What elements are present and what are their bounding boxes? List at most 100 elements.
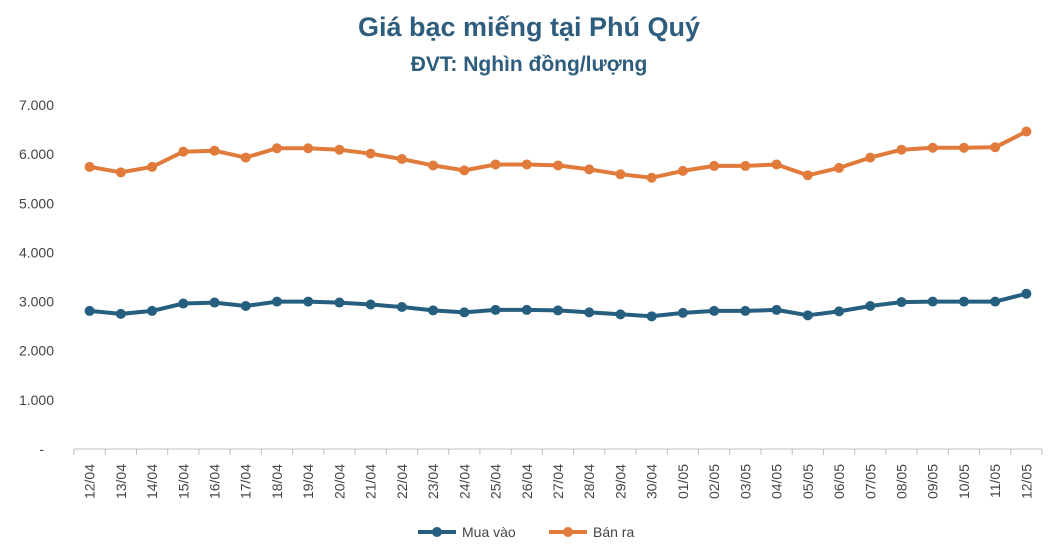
data-point <box>84 161 95 172</box>
x-tick-label: 06/05 <box>831 464 847 499</box>
y-tick-label: 1.000 <box>19 392 54 408</box>
x-tick-label: 12/05 <box>1018 464 1034 499</box>
data-point <box>584 307 595 318</box>
x-tick-label: 23/04 <box>425 464 441 499</box>
y-tick-label: 4.000 <box>19 244 54 260</box>
x-tick-label: 08/05 <box>893 464 909 499</box>
data-point <box>84 305 95 316</box>
data-point <box>365 299 376 310</box>
x-tick-label: 30/04 <box>644 464 660 499</box>
data-point <box>147 161 158 172</box>
y-tick-label: 5.000 <box>19 195 54 211</box>
x-tick-label: 19/04 <box>300 464 316 499</box>
x-tick-label: 25/04 <box>488 464 504 499</box>
data-point <box>428 160 439 171</box>
data-point <box>771 159 782 170</box>
data-point <box>396 154 407 165</box>
x-tick-label: 10/05 <box>956 464 972 499</box>
x-tick-label: 01/05 <box>675 464 691 499</box>
data-point <box>365 148 376 159</box>
data-point <box>615 309 626 320</box>
data-point <box>490 304 501 315</box>
data-point <box>209 297 220 308</box>
x-tick-label: 15/04 <box>175 464 191 499</box>
data-point <box>428 305 439 316</box>
y-tick-label: 6.000 <box>19 146 54 162</box>
data-point <box>896 297 907 308</box>
data-point <box>740 160 751 171</box>
legend-label: Bán ra <box>593 524 634 540</box>
legend: Mua vào Bán ra <box>418 524 634 540</box>
x-tick-label: 12/04 <box>82 464 98 499</box>
x-tick-label: 26/04 <box>519 464 535 499</box>
data-point <box>771 304 782 315</box>
data-point <box>865 300 876 311</box>
x-tick-label: 20/04 <box>331 464 347 499</box>
data-point <box>240 300 251 311</box>
data-point <box>802 310 813 321</box>
data-point <box>615 169 626 180</box>
x-tick-label: 27/04 <box>550 464 566 499</box>
data-point <box>115 308 126 319</box>
data-point <box>178 298 189 309</box>
data-point <box>834 306 845 317</box>
x-tick-label: 04/05 <box>769 464 785 499</box>
data-point <box>709 160 720 171</box>
data-point <box>396 301 407 312</box>
x-tick-label: 24/04 <box>456 464 472 499</box>
data-point <box>896 144 907 155</box>
data-point <box>927 296 938 307</box>
data-point <box>927 142 938 153</box>
series-line-2 <box>87 129 1029 180</box>
x-tick-label: 29/04 <box>612 464 628 499</box>
data-point <box>271 296 282 307</box>
data-point <box>115 167 126 178</box>
x-tick-label: 13/04 <box>113 464 129 499</box>
chart-subtitle: ĐVT: Nghìn đồng/lượng <box>410 53 648 76</box>
data-point <box>958 142 969 153</box>
data-point <box>584 164 595 175</box>
x-tick-label: 22/04 <box>394 464 410 499</box>
data-point <box>459 307 470 318</box>
y-tick-label: 2.000 <box>19 343 54 359</box>
data-point <box>334 144 345 155</box>
data-point <box>646 172 657 183</box>
x-tick-label: 09/05 <box>925 464 941 499</box>
x-tick-label: 18/04 <box>269 464 285 499</box>
x-tick-label: 05/05 <box>800 464 816 499</box>
y-axis-ticks: - 1.000 2.000 3.000 4.000 5.000 6.000 7.000 <box>19 97 54 457</box>
x-tick-label: 17/04 <box>238 464 254 499</box>
data-point <box>802 170 813 181</box>
legend-marker <box>432 527 442 537</box>
data-point <box>209 145 220 156</box>
chart-title: Giá bạc miếng tại Phú Quý <box>357 12 701 42</box>
data-point <box>709 305 720 316</box>
data-point <box>303 143 314 154</box>
data-point <box>521 304 532 315</box>
y-tick-label: 3.000 <box>19 294 54 310</box>
y-tick-label: 7.000 <box>19 97 54 113</box>
data-point <box>147 305 158 316</box>
data-point <box>1021 126 1032 137</box>
y-tick-label: - <box>39 441 44 457</box>
x-tick-label: 16/04 <box>207 464 223 499</box>
x-tick-label: 28/04 <box>581 464 597 499</box>
data-point <box>521 159 532 170</box>
data-point <box>334 297 345 308</box>
data-point <box>740 305 751 316</box>
data-point <box>865 152 876 163</box>
data-point <box>303 296 314 307</box>
data-point <box>553 305 563 316</box>
data-point <box>834 162 845 173</box>
data-point <box>459 165 470 176</box>
x-tick-label: 21/04 <box>363 464 379 499</box>
data-point <box>490 159 501 170</box>
data-point <box>990 296 1001 307</box>
data-point <box>958 296 969 307</box>
x-tick-label: 07/05 <box>862 464 878 499</box>
data-point <box>271 143 282 154</box>
data-point <box>646 311 657 322</box>
data-point <box>553 160 563 171</box>
x-tick-label: 02/05 <box>706 464 722 499</box>
